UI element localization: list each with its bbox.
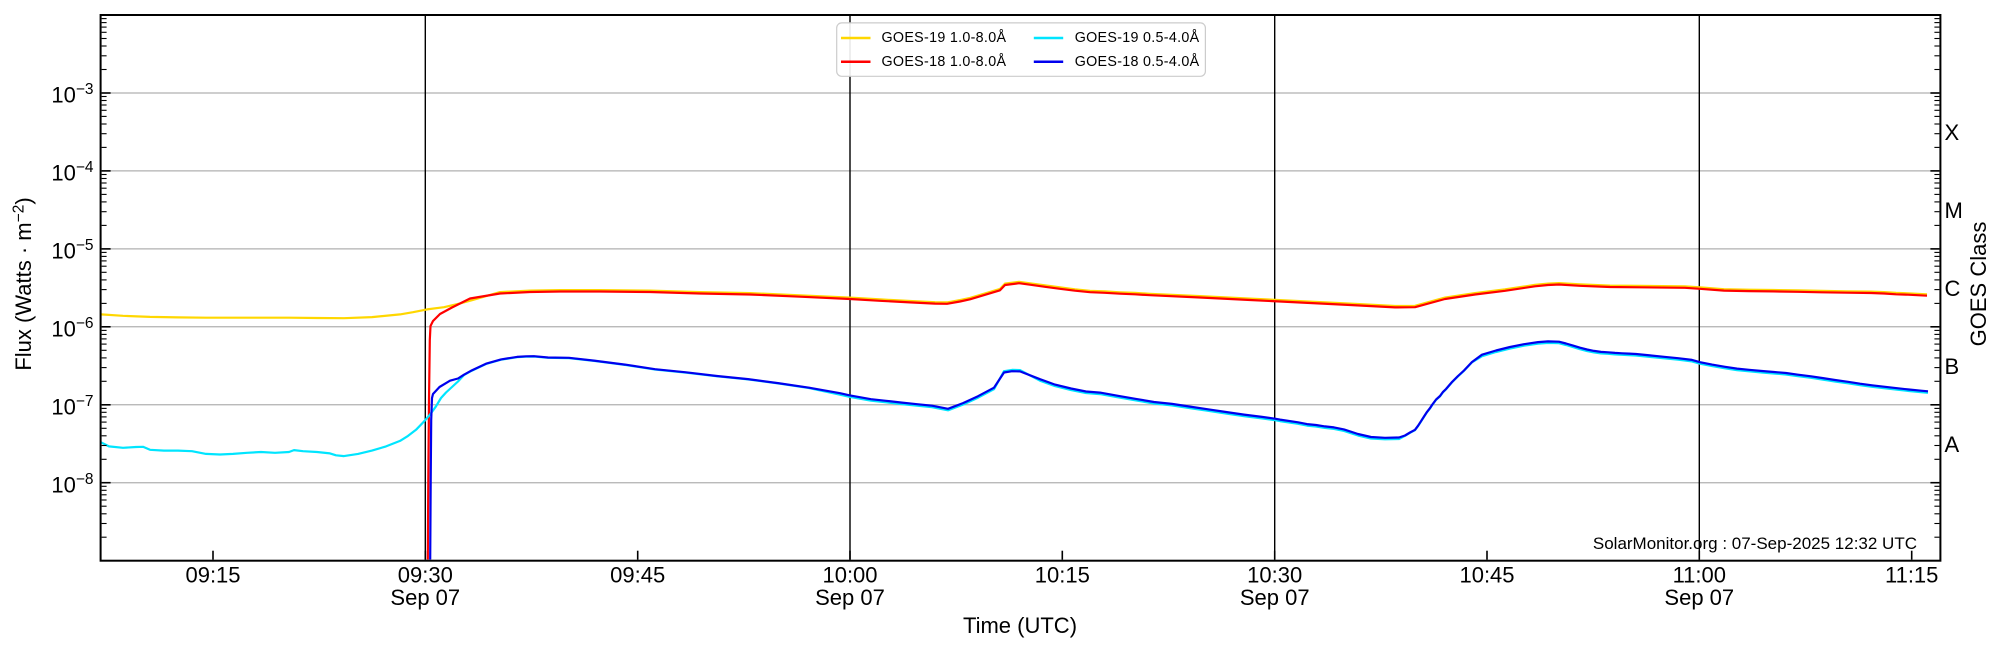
svg-text:GOES-18 1.0-8.0Å: GOES-18 1.0-8.0Å	[882, 53, 1007, 70]
svg-text:09:30: 09:30	[398, 562, 453, 587]
svg-text:SolarMonitor.org : 07-Sep-2025: SolarMonitor.org : 07-Sep-2025 12:32 UTC	[1593, 534, 1917, 553]
svg-text:Sep 07: Sep 07	[1664, 585, 1734, 610]
svg-text:GOES-19 0.5-4.0Å: GOES-19 0.5-4.0Å	[1075, 29, 1200, 46]
svg-text:09:45: 09:45	[610, 562, 665, 587]
svg-text:10:15: 10:15	[1035, 562, 1090, 587]
svg-text:Sep 07: Sep 07	[815, 585, 885, 610]
svg-text:Sep 07: Sep 07	[1240, 585, 1310, 610]
svg-text:10−3: 10−3	[51, 81, 93, 108]
svg-text:10:45: 10:45	[1459, 562, 1514, 587]
svg-text:GOES-19 1.0-8.0Å: GOES-19 1.0-8.0Å	[882, 29, 1007, 46]
svg-text:10:00: 10:00	[822, 562, 877, 587]
svg-text:B: B	[1945, 354, 1960, 379]
svg-text:X: X	[1945, 120, 1960, 145]
svg-text:11:15: 11:15	[1885, 562, 1938, 587]
svg-text:Flux (Watts · m−2): Flux (Watts · m−2)	[11, 197, 37, 370]
svg-text:GOES Class: GOES Class	[1966, 222, 1991, 347]
svg-text:M: M	[1945, 198, 1963, 223]
svg-text:09:15: 09:15	[185, 562, 240, 587]
svg-text:GOES-18 0.5-4.0Å: GOES-18 0.5-4.0Å	[1075, 53, 1200, 70]
svg-text:C: C	[1945, 276, 1961, 301]
svg-text:10:30: 10:30	[1247, 562, 1302, 587]
svg-text:Time (UTC): Time (UTC)	[963, 613, 1077, 638]
svg-text:11:00: 11:00	[1673, 562, 1726, 587]
svg-text:Sep 07: Sep 07	[390, 585, 460, 610]
svg-text:10−4: 10−4	[51, 159, 94, 186]
svg-text:10−6: 10−6	[51, 315, 93, 342]
svg-text:A: A	[1945, 432, 1960, 457]
